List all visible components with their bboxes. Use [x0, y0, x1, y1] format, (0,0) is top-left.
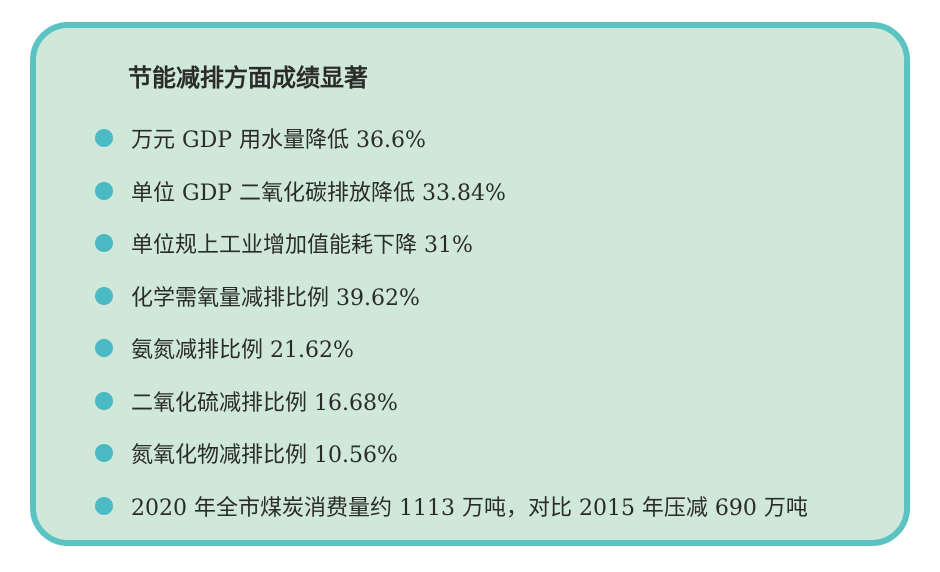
list-item: 单位规上工业增加值能耗下降 31%: [95, 217, 808, 270]
achievement-list: 万元 GDP 用水量降低 36.6% 单位 GDP 二氧化碳排放降低 33.84…: [95, 112, 808, 532]
list-item: 单位 GDP 二氧化碳排放降低 33.84%: [95, 165, 808, 218]
bullet-icon: [95, 286, 113, 305]
list-item-text: 化学需氧量减排比例 39.62%: [131, 285, 420, 311]
list-item: 二氧化硫减排比例 16.68%: [95, 375, 808, 428]
list-item: 2020 年全市煤炭消费量约 1113 万吨，对比 2015 年压减 690 万…: [95, 480, 808, 533]
list-item-text: 万元 GDP 用水量降低 36.6%: [131, 128, 426, 154]
list-item-text: 二氧化硫减排比例 16.68%: [131, 390, 398, 416]
list-item: 万元 GDP 用水量降低 36.6%: [95, 112, 808, 165]
bullet-icon: [95, 234, 113, 253]
list-item: 氨氮减排比例 21.62%: [95, 322, 808, 375]
list-item-text: 氨氮减排比例 21.62%: [131, 338, 354, 364]
bullet-icon: [95, 339, 113, 358]
list-item: 氮氧化物减排比例 10.56%: [95, 427, 808, 480]
bullet-icon: [95, 181, 113, 200]
bullet-icon: [95, 496, 113, 515]
card-title: 节能减排方面成绩显著: [128, 64, 368, 92]
list-item-text: 2020 年全市煤炭消费量约 1113 万吨，对比 2015 年压减 690 万…: [131, 495, 808, 521]
bullet-icon: [95, 391, 113, 410]
list-item-text: 单位 GDP 二氧化碳排放降低 33.84%: [131, 180, 506, 206]
list-item-text: 单位规上工业增加值能耗下降 31%: [131, 233, 473, 259]
list-item-text: 氮氧化物减排比例 10.56%: [131, 443, 398, 469]
info-card: [30, 22, 910, 546]
bullet-icon: [95, 444, 113, 463]
bullet-icon: [95, 129, 113, 148]
list-item: 化学需氧量减排比例 39.62%: [95, 270, 808, 323]
